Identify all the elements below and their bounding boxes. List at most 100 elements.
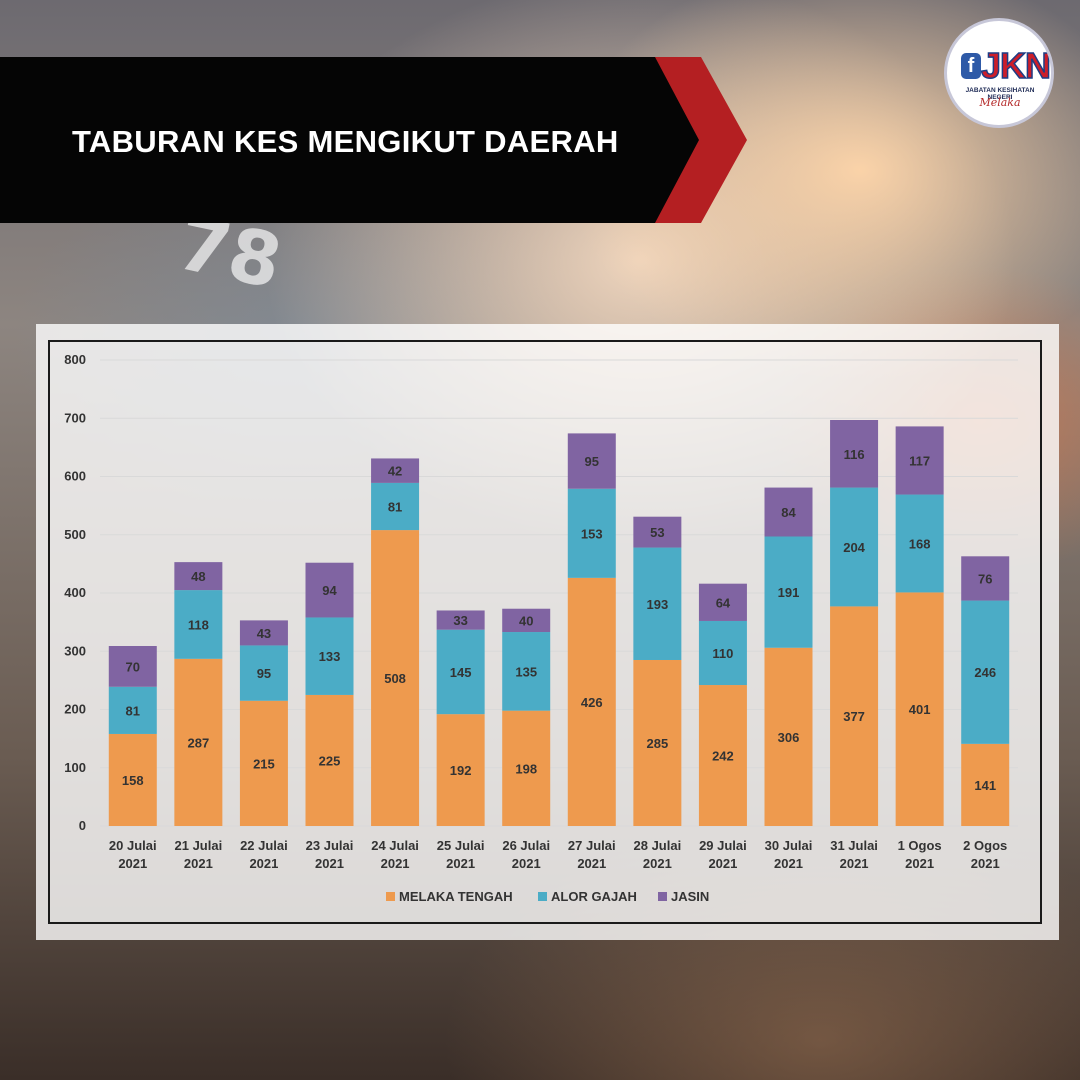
bar-segment bbox=[436, 714, 485, 826]
data-label: 81 bbox=[126, 703, 140, 718]
bar-segment bbox=[239, 700, 288, 826]
data-label: 193 bbox=[647, 597, 669, 612]
data-label: 94 bbox=[322, 583, 337, 598]
data-label: 84 bbox=[781, 505, 796, 520]
data-label: 242 bbox=[712, 749, 734, 764]
bar-segment bbox=[305, 694, 354, 826]
legend-swatch bbox=[538, 892, 547, 901]
bar-segment bbox=[961, 600, 1010, 744]
chart-frame bbox=[48, 340, 1042, 924]
bar-segment bbox=[961, 556, 1010, 601]
bar-segment bbox=[895, 494, 944, 593]
bar-segment bbox=[698, 583, 747, 621]
data-label: 158 bbox=[122, 773, 144, 788]
jkn-logo: f JKN JABATAN KESIHATAN NEGERI Melaka bbox=[944, 18, 1054, 128]
x-tick-label: 2 Ogos 2021 bbox=[963, 838, 1007, 871]
bar-segment bbox=[502, 710, 551, 826]
bar-segment bbox=[633, 547, 682, 660]
bar-segment bbox=[961, 743, 1010, 826]
legend-swatch bbox=[386, 892, 395, 901]
data-label: 42 bbox=[388, 464, 402, 479]
data-label: 33 bbox=[453, 613, 467, 628]
data-label: 287 bbox=[188, 735, 210, 750]
data-label: 246 bbox=[974, 665, 996, 680]
data-label: 53 bbox=[650, 525, 664, 540]
bar-segment bbox=[174, 590, 223, 659]
data-label: 225 bbox=[319, 753, 341, 768]
data-label: 215 bbox=[253, 756, 275, 771]
bar-segment bbox=[371, 530, 420, 826]
y-tick-label: 0 bbox=[79, 818, 86, 833]
data-label: 70 bbox=[126, 659, 140, 674]
data-label: 204 bbox=[843, 540, 865, 555]
x-tick-label: 20 Julai 2021 bbox=[109, 838, 157, 871]
bar-segment bbox=[567, 488, 616, 578]
legend-label: JASIN bbox=[671, 889, 709, 904]
data-label: 116 bbox=[844, 447, 865, 462]
bar-segment bbox=[830, 487, 879, 607]
logo-subtitle: JABATAN KESIHATAN NEGERI bbox=[965, 87, 1035, 101]
page-title: TABURAN KES MENGIKUT DAERAH bbox=[72, 124, 619, 159]
data-label: 192 bbox=[450, 763, 472, 778]
data-label: 377 bbox=[843, 709, 865, 724]
x-tick-label: 25 Julai 2021 bbox=[437, 838, 485, 871]
data-label: 40 bbox=[519, 613, 533, 628]
bar-segment bbox=[698, 620, 747, 686]
bar-segment bbox=[108, 686, 157, 734]
bar-segment bbox=[895, 592, 944, 826]
data-label: 43 bbox=[257, 626, 271, 641]
data-label: 95 bbox=[257, 666, 271, 681]
x-tick-label: 28 Julai 2021 bbox=[634, 838, 682, 871]
bar-segment bbox=[502, 632, 551, 711]
y-tick-label: 800 bbox=[64, 352, 86, 367]
bar-segment bbox=[830, 419, 879, 488]
x-tick-label: 29 Julai 2021 bbox=[699, 838, 747, 871]
bar-segment bbox=[436, 610, 485, 630]
bar-segment bbox=[239, 620, 288, 646]
data-label: 191 bbox=[778, 585, 800, 600]
bar-segment bbox=[698, 685, 747, 826]
data-label: 64 bbox=[716, 595, 731, 610]
x-tick-label: 23 Julai 2021 bbox=[306, 838, 354, 871]
facebook-f-icon: f bbox=[961, 53, 981, 79]
data-label: 401 bbox=[909, 702, 931, 717]
data-label: 285 bbox=[647, 736, 669, 751]
data-label: 145 bbox=[450, 665, 472, 680]
data-label: 426 bbox=[581, 695, 603, 710]
data-label: 81 bbox=[388, 499, 402, 514]
bar-segment bbox=[502, 608, 551, 633]
data-label: 168 bbox=[909, 536, 931, 551]
bar-segment bbox=[108, 646, 157, 687]
y-tick-label: 200 bbox=[64, 702, 86, 717]
bar-segment bbox=[371, 482, 420, 531]
y-tick-label: 600 bbox=[64, 469, 86, 484]
y-tick-label: 700 bbox=[64, 410, 86, 425]
data-label: 117 bbox=[909, 453, 930, 468]
x-tick-label: 24 Julai 2021 bbox=[371, 838, 419, 871]
y-tick-label: 100 bbox=[64, 760, 86, 775]
data-label: 76 bbox=[978, 571, 992, 586]
bar-segment bbox=[305, 562, 354, 618]
bar-segment bbox=[895, 426, 944, 495]
bar-segment bbox=[239, 645, 288, 701]
bar-segment bbox=[371, 458, 420, 483]
data-label: 153 bbox=[581, 526, 603, 541]
data-label: 306 bbox=[778, 730, 800, 745]
bar-segment bbox=[764, 536, 813, 648]
y-tick-label: 300 bbox=[64, 643, 86, 658]
bar-segment bbox=[764, 487, 813, 537]
y-tick-label: 400 bbox=[64, 585, 86, 600]
x-tick-label: 21 Julai 2021 bbox=[175, 838, 223, 871]
data-label: 48 bbox=[191, 569, 205, 584]
x-tick-label: 30 Julai 2021 bbox=[765, 838, 813, 871]
x-tick-label: 27 Julai 2021 bbox=[568, 838, 616, 871]
logo-wordmark: JKN bbox=[980, 44, 1051, 87]
y-tick-label: 500 bbox=[64, 527, 86, 542]
x-tick-label: 1 Ogos 2021 bbox=[898, 838, 942, 871]
title-banner bbox=[0, 57, 700, 223]
data-label: 118 bbox=[188, 617, 209, 632]
bar-segment bbox=[633, 516, 682, 548]
bar-segment bbox=[174, 658, 223, 826]
bar-segment bbox=[567, 433, 616, 489]
